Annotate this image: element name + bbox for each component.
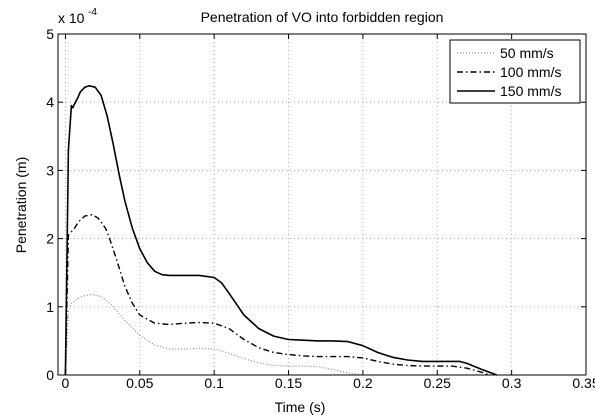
series-line-150-mm-s [64, 85, 498, 376]
y-tick-label: 2 [46, 231, 54, 247]
series-layer [64, 85, 498, 376]
y-tick-label: 3 [46, 162, 54, 178]
x-tick-label: 0.35 [572, 375, 595, 391]
legend: 50 mm/s 100 mm/s 150 mm/s [449, 39, 581, 104]
y-tick-label: 0 [46, 367, 54, 383]
x-tick-label: 0.15 [275, 375, 302, 391]
axes-box [57, 33, 587, 376]
y-axis-label: Penetration (m) [13, 157, 29, 253]
x-tick-label: 0.05 [126, 375, 153, 391]
ticks [58, 33, 587, 376]
series-line-100-mm-s [64, 214, 490, 376]
series-line-50-mm-s [64, 293, 363, 376]
x-axis-label: Time (s) [275, 399, 326, 415]
x-tick-label: 0.2 [353, 375, 373, 391]
y-exponent-label: x 10 [58, 10, 85, 26]
tick-labels: 0 0.05 0.1 0.15 0.2 0.25 0.3 0.35 0 1 2 3 4 5 [46, 26, 595, 391]
x-tick-label: 0 [62, 375, 70, 391]
chart-title: Penetration of VO into forbidden region [201, 9, 444, 25]
legend-label: 100 mm/s [500, 64, 561, 80]
y-tick-label: 1 [46, 299, 54, 315]
legend-label: 150 mm/s [500, 83, 561, 99]
x-tick-label: 0.1 [204, 375, 224, 391]
legend-label: 50 mm/s [500, 45, 554, 61]
y-exponent-power: -4 [88, 7, 97, 18]
y-tick-label: 4 [46, 94, 54, 110]
x-tick-label: 0.3 [502, 375, 522, 391]
y-tick-label: 5 [46, 26, 54, 42]
legend-items: 50 mm/s 100 mm/s 150 mm/s [457, 45, 561, 99]
x-tick-label: 0.25 [424, 375, 451, 391]
